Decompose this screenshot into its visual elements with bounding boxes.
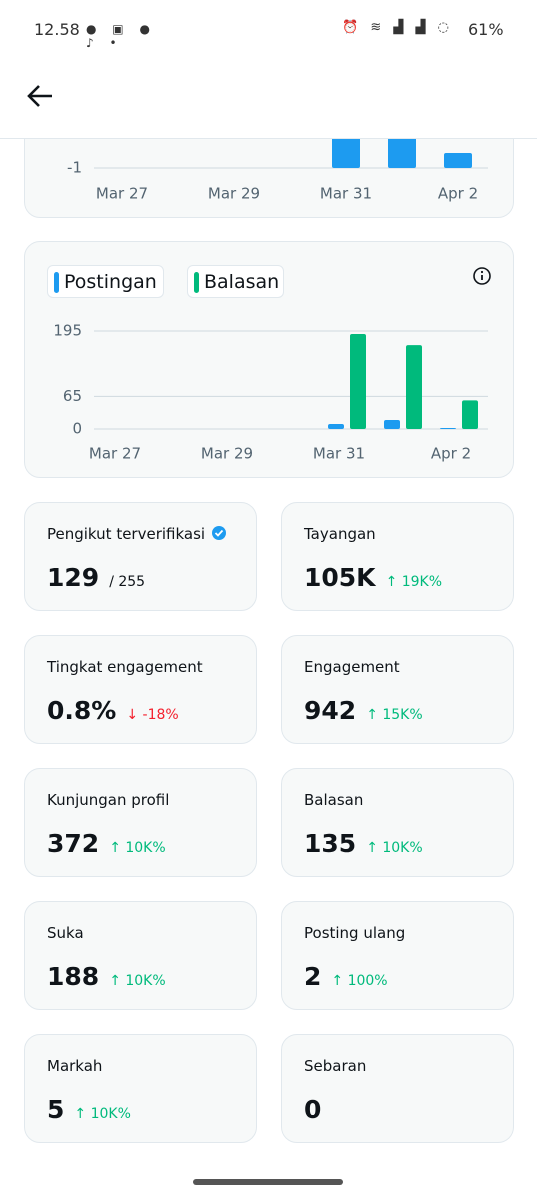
stat-value: 105K ↑ 19K% — [304, 563, 442, 592]
legend-label: Postingan — [64, 270, 157, 293]
legend-label: Balasan — [204, 270, 280, 293]
stat-card: Posting ulang 2 ↑ 100% — [281, 901, 514, 1010]
stat-number: 135 — [304, 829, 357, 858]
stat-change: ↑ 15K% — [366, 707, 423, 723]
stat-card: Tayangan 105K ↑ 19K% — [281, 502, 514, 611]
stat-card: Suka 188 ↑ 10K% — [24, 901, 257, 1010]
stat-card: Pengikut terverifikasi 129 / 255 — [24, 502, 257, 611]
stat-change: ↑ 19K% — [385, 574, 443, 590]
stat-label: Pengikut terverifikasi — [47, 525, 227, 543]
stat-value: 5 ↑ 10K% — [47, 1095, 131, 1124]
stat-card: Engagement 942 ↑ 15K% — [281, 635, 514, 744]
stat-value: 129 / 255 — [47, 563, 145, 592]
stat-change: ↓ -18% — [126, 707, 179, 723]
stat-card: Markah 5 ↑ 10K% — [24, 1034, 257, 1143]
stat-number: 129 — [47, 563, 100, 592]
legend-item[interactable]: Balasan — [187, 265, 284, 298]
stat-number: 188 — [47, 962, 100, 991]
info-icon[interactable] — [472, 266, 492, 286]
stat-label: Tayangan — [304, 525, 376, 543]
stat-number: 0 — [304, 1095, 322, 1124]
stat-label: Balasan — [304, 791, 364, 809]
stat-value: 0.8% ↓ -18% — [47, 696, 179, 725]
status-bar: 12.58 ● ▣ ● ♪ • ⏰ ≋ ▟ ▟ ◌ 61% — [0, 0, 537, 60]
notification-icons: ● ▣ ● ♪ • — [86, 22, 156, 50]
stat-value: 372 ↑ 10K% — [47, 829, 166, 858]
stat-change: ↑ 10K% — [366, 840, 423, 856]
stat-label: Suka — [47, 924, 84, 942]
stat-change: ↑ 10K% — [109, 973, 166, 989]
stat-number: 5 — [47, 1095, 65, 1124]
battery: 61% — [468, 20, 504, 39]
verified-badge — [212, 526, 227, 540]
stat-number: 942 — [304, 696, 357, 725]
stat-card: Tingkat engagement 0.8% ↓ -18% — [24, 635, 257, 744]
stat-label: Markah — [47, 1057, 103, 1075]
system-icons: ⏰ ≋ ▟ ▟ ◌ — [342, 20, 453, 35]
stat-label: Engagement — [304, 658, 400, 676]
stat-change: ↑ 10K% — [109, 840, 166, 856]
stat-value: 0 — [304, 1095, 321, 1124]
stat-value: 2 ↑ 100% — [304, 962, 388, 991]
stat-card: Sebaran 0 — [281, 1034, 514, 1143]
stat-total: / 255 — [109, 574, 146, 590]
chart-card: Postingan Balasan — [24, 241, 514, 478]
stat-card: Balasan 135 ↑ 10K% — [281, 768, 514, 877]
time: 12.58 — [34, 20, 80, 39]
legend-swatch — [194, 272, 199, 293]
home-indicator — [193, 1179, 343, 1185]
stat-value: 135 ↑ 10K% — [304, 829, 423, 858]
stat-change: ↑ 100% — [331, 973, 388, 989]
stat-label: Tingkat engagement — [47, 658, 203, 676]
stat-number: 0.8% — [47, 696, 117, 725]
stat-change: ↑ 10K% — [74, 1106, 131, 1122]
back-button[interactable] — [26, 83, 54, 109]
stat-card: Kunjungan profil 372 ↑ 10K% — [24, 768, 257, 877]
stat-label: Sebaran — [304, 1057, 367, 1075]
stat-value: 942 ↑ 15K% — [304, 696, 423, 725]
legend-item[interactable]: Postingan — [47, 265, 164, 298]
legend-swatch — [54, 272, 59, 293]
stat-label: Posting ulang — [304, 924, 406, 942]
stat-number: 105K — [304, 563, 376, 592]
stat-label: Kunjungan profil — [47, 791, 170, 809]
stat-number: 2 — [304, 962, 322, 991]
stat-value: 188 ↑ 10K% — [47, 962, 166, 991]
stat-number: 372 — [47, 829, 100, 858]
